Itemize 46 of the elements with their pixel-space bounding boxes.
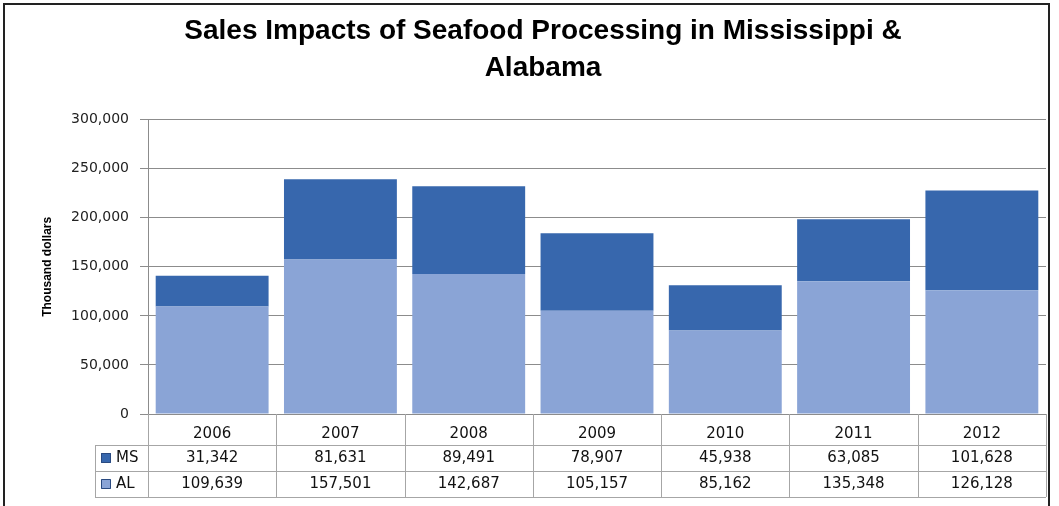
legend-label: MS	[116, 447, 139, 466]
y-tick-label: 50,000	[80, 355, 129, 372]
x-tick-label: 2010	[706, 423, 745, 442]
bar	[412, 186, 526, 274]
x-tick-label: 2007	[321, 423, 360, 442]
chart-title: Sales Impacts of Seafood Processing in Mississippi & Alabama	[184, 13, 902, 83]
y-tick-label: 0	[120, 404, 129, 421]
data-label: 85,162	[699, 473, 752, 492]
bar	[925, 190, 1039, 291]
legend-label: AL	[116, 473, 136, 492]
data-label: 135,348	[822, 473, 885, 492]
bar	[155, 275, 269, 307]
data-label: 126,128	[950, 473, 1013, 492]
x-tick-label: 2008	[449, 423, 488, 442]
y-tick-label: 100,000	[71, 306, 129, 323]
bar	[540, 310, 654, 414]
bar	[668, 285, 782, 331]
bar	[668, 330, 782, 414]
bar	[155, 306, 269, 414]
data-label: 31,342	[185, 447, 239, 466]
data-label: 101,628	[950, 447, 1013, 466]
bar	[412, 273, 526, 414]
data-label: 157,501	[309, 473, 372, 492]
x-tick-label: 2011	[834, 423, 873, 442]
data-label: 78,907	[570, 447, 624, 466]
y-tick-label: 300,000	[71, 110, 129, 127]
data-label: 105,157	[565, 473, 629, 492]
data-label: 109,639	[181, 473, 244, 492]
data-label: 45,938	[699, 447, 752, 466]
bar	[797, 219, 911, 282]
x-tick-label: 2012	[962, 423, 1001, 442]
y-tick-label: 200,000	[71, 208, 129, 225]
data-label: 89,491	[442, 447, 495, 466]
y-tick-label: 150,000	[71, 257, 129, 274]
bar	[540, 233, 654, 311]
x-tick-label: 2009	[577, 423, 617, 442]
data-label: 63,085	[827, 447, 880, 466]
bar	[283, 259, 397, 414]
data-label: 81,631	[314, 447, 367, 466]
bar	[797, 281, 911, 414]
y-axis-title: Thousand dollars	[39, 216, 54, 317]
y-tick-label: 250,000	[71, 159, 129, 176]
x-tick-label: 2006	[193, 423, 232, 442]
data-label: 142,687	[437, 473, 500, 492]
bar	[283, 179, 397, 260]
bar	[925, 290, 1039, 414]
